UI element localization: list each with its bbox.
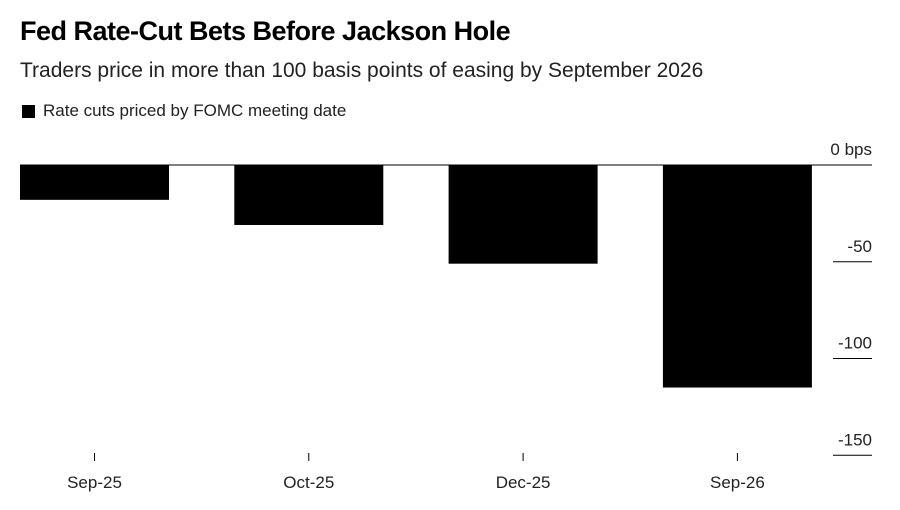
bar-dec-25 xyxy=(448,165,598,264)
x-tick-label: Sep-26 xyxy=(710,473,765,492)
y-tick-label: -100 xyxy=(838,334,872,353)
bar-sep-25 xyxy=(20,165,169,200)
y-tick-label: 0 bps xyxy=(830,140,872,159)
y-tick-label: -50 xyxy=(847,237,872,256)
chart-subtitle: Traders price in more than 100 basis poi… xyxy=(20,59,704,82)
y-tick-label: -150 xyxy=(838,430,872,449)
x-tick-label: Oct-25 xyxy=(283,473,334,492)
legend-swatch xyxy=(22,104,35,118)
chart-legend: Rate cuts priced by FOMC meeting date xyxy=(22,101,346,121)
bar-oct-25 xyxy=(234,165,384,225)
legend-label: Rate cuts priced by FOMC meeting date xyxy=(43,101,347,120)
bar-sep-26 xyxy=(662,165,812,388)
chart-title: Fed Rate-Cut Bets Before Jackson Hole xyxy=(20,16,511,46)
x-tick-label: Dec-25 xyxy=(496,473,551,492)
x-tick-label: Sep-25 xyxy=(67,473,122,492)
